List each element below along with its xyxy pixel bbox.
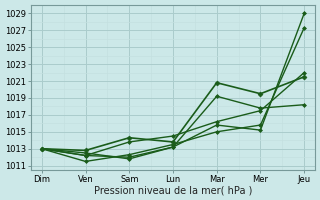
X-axis label: Pression niveau de la mer( hPa ): Pression niveau de la mer( hPa ): [94, 185, 252, 195]
